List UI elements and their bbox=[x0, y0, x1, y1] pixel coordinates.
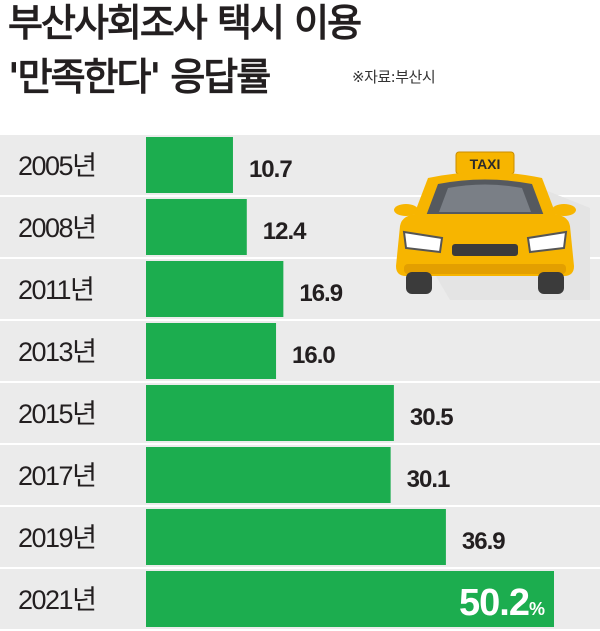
value-label: 16.0 bbox=[292, 342, 335, 369]
chart-title-line-2: '만족한다' 응답률 bbox=[8, 55, 271, 99]
year-label: 2015년 bbox=[18, 399, 95, 429]
bar bbox=[146, 447, 391, 503]
year-label: 2017년 bbox=[18, 461, 95, 491]
value-label: 12.4 bbox=[263, 218, 307, 245]
value-label: 36.9 bbox=[462, 528, 505, 555]
bar bbox=[146, 323, 277, 379]
value-label: 16.9 bbox=[299, 280, 342, 307]
taxi-sign-text: TAXI bbox=[470, 156, 501, 172]
value-label-unit: % bbox=[529, 599, 545, 619]
source-note: ※자료:부산시 bbox=[352, 68, 436, 86]
value-label: 50.2% bbox=[459, 582, 545, 624]
chart-title-line-1: 부산사회조사 택시 이용 bbox=[8, 1, 362, 45]
year-label: 2005년 bbox=[18, 151, 95, 181]
value-label: 10.7 bbox=[249, 156, 292, 183]
bar bbox=[146, 137, 233, 193]
bar bbox=[146, 261, 284, 317]
bar bbox=[146, 199, 247, 255]
year-label: 2011년 bbox=[18, 275, 93, 305]
year-label: 2021년 bbox=[18, 585, 95, 615]
value-label: 30.1 bbox=[407, 466, 450, 493]
bar bbox=[146, 385, 394, 441]
value-label-number: 50.2 bbox=[459, 582, 529, 624]
year-label: 2019년 bbox=[18, 523, 95, 553]
year-label: 2008년 bbox=[18, 213, 95, 243]
year-label: 2013년 bbox=[18, 337, 95, 367]
taxi-icon: TAXI bbox=[394, 151, 590, 300]
value-label: 30.5 bbox=[410, 404, 453, 431]
row-band bbox=[0, 321, 600, 381]
bar bbox=[146, 571, 554, 627]
bar bbox=[146, 509, 446, 565]
